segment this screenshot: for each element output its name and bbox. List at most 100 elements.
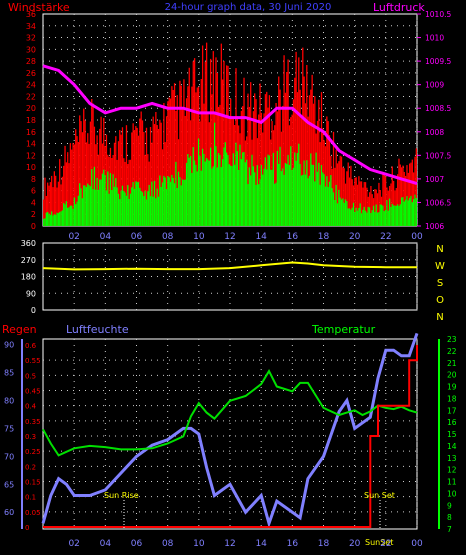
humidity-y-tick-label: 80 <box>4 396 14 405</box>
climate-x-tick-label: 00 <box>411 539 423 549</box>
wind-y-tick-label: 28 <box>26 57 36 66</box>
temperature-y-tick-label: 18 <box>447 394 457 403</box>
direction-y-tick-label: 90 <box>26 289 36 298</box>
temperature-y-tick-label: 15 <box>447 430 457 439</box>
pressure-y-tick-label: 1009.5 <box>425 57 451 66</box>
rain-y-tick-label: 0.05 <box>25 509 41 517</box>
temperature-line <box>42 369 418 457</box>
climate-x-tick-label: 04 <box>100 539 112 549</box>
humidity-y-tick-label: 70 <box>4 452 14 461</box>
temperature-y-tick-label: 16 <box>447 418 457 427</box>
rain-y-tick-label: 0 <box>25 524 29 532</box>
wind-y-tick-label: 2 <box>31 210 36 219</box>
humidity-y-tick-label: 75 <box>4 424 14 433</box>
wind-y-tick-label: 6 <box>31 187 36 196</box>
rain-y-tick-label: 0.15 <box>25 479 41 487</box>
pressure-y-tick-label: 1007.5 <box>425 151 451 160</box>
temperature-y-tick-label: 21 <box>447 359 457 368</box>
direction-y-tick-label: 0 <box>31 306 36 315</box>
humidity-y-tick-label: 85 <box>4 369 14 378</box>
pressure-y-tick-label: 1008.5 <box>425 104 451 113</box>
rain-y-tick-label: 0.5 <box>25 372 36 380</box>
humidity-y-tick-label: 65 <box>4 480 14 489</box>
direction-y-tick-label: 180 <box>21 273 36 282</box>
compass-label: S <box>437 278 443 289</box>
climate-x-tick-label: 10 <box>193 539 205 549</box>
compass-label: N <box>436 312 443 323</box>
pressure-y-ticks: 1006 1006.5 1007 1007.5 1008 1008.5 1009 1009.5… <box>417 10 451 231</box>
pressure-y-tick-label: 1008 <box>425 128 444 137</box>
wind-x-tick-label: 16 <box>287 232 299 242</box>
temperature-y-tick-label: 17 <box>447 406 457 415</box>
pressure-y-tick-label: 1006 <box>425 222 444 231</box>
climate-x-tick-label: 20 <box>349 539 361 549</box>
wind-y-tick-label: 8 <box>31 175 36 184</box>
temperature-y-tick-label: 22 <box>447 347 457 356</box>
direction-line <box>42 261 417 271</box>
wind-y-tick-label: 34 <box>26 22 36 31</box>
temperature-y-tick-label: 20 <box>447 371 457 380</box>
pressure-y-tick-label: 1007 <box>425 175 444 184</box>
climate-grid <box>43 339 418 529</box>
wind-x-tick-label: 20 <box>349 232 361 242</box>
chart-title: 24-hour graph data, 30 Juni 2020 <box>165 2 332 13</box>
pressure-line <box>42 64 418 186</box>
climate-x-tick-label: 02 <box>68 539 79 549</box>
direction-y-tick-label: 360 <box>21 239 36 248</box>
luftfeuchte-label: Luftfeuchte <box>66 323 129 336</box>
temperature-y-tick-label: 11 <box>447 478 457 487</box>
rain-y-tick-label: 0.25 <box>25 448 41 456</box>
sunrise-label: Sun Rise <box>104 491 139 500</box>
temperature-y-ticks: 7 8 9 10 11 12 13 14 15 16 17 18 19 20 21 22 23 <box>438 335 457 534</box>
wind-x-tick-label: 04 <box>100 232 112 242</box>
luftdruck-label: Luftdruck <box>373 1 425 14</box>
wind-y-tick-label: 24 <box>26 81 36 90</box>
wind-x-tick-label: 10 <box>193 232 205 242</box>
wind-x-tick-label: 08 <box>162 232 174 242</box>
climate-plot-frame <box>42 338 418 530</box>
compass-label: W <box>435 261 445 272</box>
climate-x-tick-label: 06 <box>131 539 143 549</box>
wind-y-tick-label: 18 <box>26 116 36 125</box>
climate-x-tick-label: 14 <box>255 539 267 549</box>
wind-x-tick-label: 12 <box>224 232 235 242</box>
temperature-y-tick-label: 12 <box>447 466 457 475</box>
rain-y-tick-label: 0.1 <box>25 494 36 502</box>
pressure-y-tick-label: 1010.5 <box>425 10 451 19</box>
climate-x-tick-label: 18 <box>318 539 330 549</box>
regen-label: Regen <box>2 323 37 336</box>
rain-y-tick-label: 0.6 <box>25 342 37 350</box>
temperature-y-tick-label: 23 <box>447 335 457 344</box>
wind-y-tick-label: 4 <box>31 198 36 207</box>
sunset-axis-label: SunSet <box>365 538 393 547</box>
pressure-y-tick-label: 1006.5 <box>425 198 451 207</box>
climate-x-ticks: 02 04 06 08 10 12 14 16 18 20 22 00 <box>68 539 423 549</box>
sunset-label: Sun Set <box>364 491 395 500</box>
wind-bars <box>43 42 417 226</box>
wind-y-tick-label: 26 <box>26 69 36 78</box>
temperature-y-tick-label: 9 <box>447 501 452 510</box>
windstaerke-label: Windstärke <box>8 1 70 14</box>
wind-y-tick-label: 20 <box>26 104 36 113</box>
wind-x-tick-label: 00 <box>411 232 423 242</box>
pressure-y-tick-label: 1010 <box>425 34 444 43</box>
temperature-y-tick-label: 7 <box>447 525 452 534</box>
wind-x-tick-label: 18 <box>318 232 330 242</box>
wind-x-tick-label: 14 <box>255 232 267 242</box>
climate-x-tick-label: 12 <box>224 539 235 549</box>
wind-y-tick-label: 10 <box>26 163 36 172</box>
wind-x-tick-label: 22 <box>380 232 391 242</box>
rain-y-tick-label: 0.45 <box>25 388 41 396</box>
pressure-y-tick-label: 1009 <box>425 81 444 90</box>
rain-y-tick-label: 0.4 <box>25 403 37 411</box>
wind-y-tick-label: 36 <box>26 10 36 19</box>
rain-y-tick-label: 0.35 <box>25 418 41 426</box>
climate-x-tick-label: 16 <box>287 539 299 549</box>
rain-y-tick-label: 0.3 <box>25 433 36 441</box>
